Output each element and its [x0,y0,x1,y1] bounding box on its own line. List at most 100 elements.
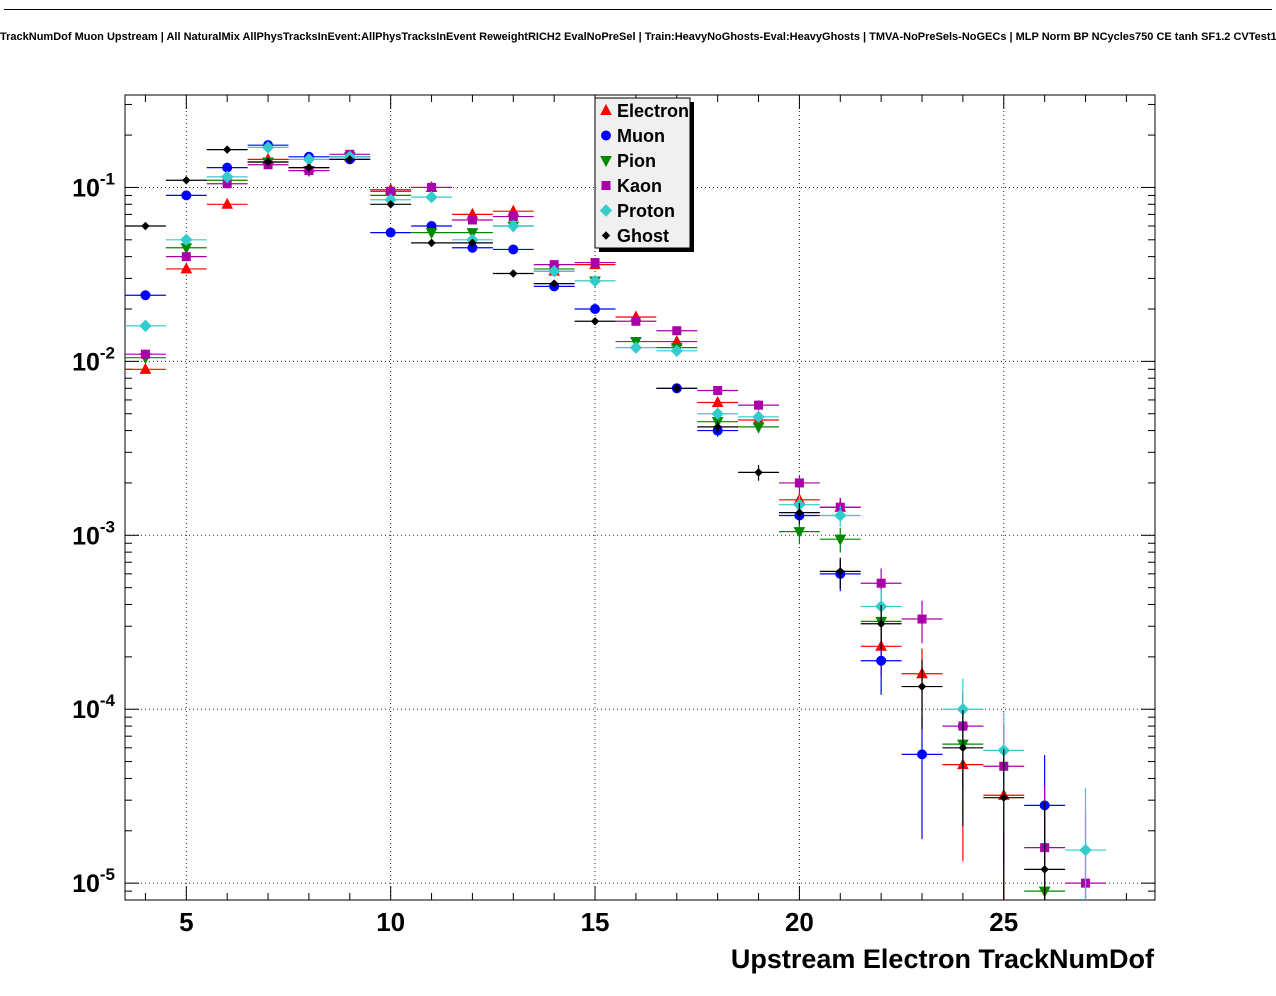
pion-marker-icon [466,228,479,240]
series-ghost [125,145,1066,900]
y-tick-label: 10-5 [72,865,115,898]
kaon-legend-marker-icon [601,181,611,190]
proton-marker-icon [1079,843,1092,857]
series-kaon [125,149,1106,900]
legend-label: Proton [617,201,675,221]
legend-item-pion: Pion [600,151,656,171]
proton-marker-icon [711,407,724,420]
canvas-top-border [4,9,1272,10]
pion-marker-icon [793,527,806,539]
ghost-marker-icon [427,238,436,248]
proton-marker-icon [139,319,152,333]
data-series [125,140,1106,900]
ghost-legend-marker-icon [601,231,611,240]
proton-marker-icon [670,344,683,358]
kaon-marker-icon [631,316,641,326]
muon-marker-icon [508,244,519,255]
x-tick-label: 20 [785,907,814,937]
plot-frame [124,94,1156,901]
proton-marker-icon [629,341,643,354]
muon-marker-icon [140,290,151,301]
legend-box [594,97,691,249]
kaon-marker-icon [713,385,723,395]
kaon-marker-icon [754,400,764,410]
ghost-marker-icon [222,145,232,154]
pion-legend-marker-icon [600,156,612,168]
x-tick-label: 10 [376,907,405,937]
x-tick-label: 5 [179,907,193,937]
electron-legend-marker-icon [600,103,612,115]
plot-title: TrackNumDof Muon Upstream | All NaturalM… [0,31,1276,43]
electron-marker-icon [711,395,724,408]
proton-marker-icon [752,410,765,424]
proton-legend-marker-icon [599,204,613,217]
x-tick-label: 15 [581,907,610,937]
y-tick-label: 10-3 [72,517,115,550]
y-tick-labels: 10-1 10-2 10-3 10-4 10-5 [72,169,115,898]
kaon-marker-icon [181,252,191,262]
ghost-marker-icon [672,384,681,393]
kaon-marker-icon [917,614,927,624]
proton-marker-icon [547,264,561,278]
muon-marker-icon [917,749,928,760]
muon-marker-icon [181,190,192,201]
legend-item-ghost: Ghost [601,226,669,246]
ghost-marker-icon [345,155,355,164]
ghost-marker-icon [836,567,845,576]
muon-marker-icon [590,304,601,315]
pion-marker-icon [834,534,847,546]
legend-label: Electron [617,101,689,121]
proton-marker-icon [180,233,193,247]
axis-ticks [125,95,1155,901]
kaon-marker-icon [508,212,518,222]
y-tick-label: 10-2 [72,343,115,376]
series-proton [125,141,1106,900]
ghost-marker-icon [917,682,927,691]
ghost-marker-icon [549,279,559,288]
pion-marker-icon [425,228,438,240]
muon-marker-icon [876,655,887,666]
legend-item-muon: Muon [601,126,665,146]
electron-marker-icon [221,197,234,209]
legend-label: Kaon [617,176,662,196]
proton-marker-icon [220,170,234,184]
ghost-marker-icon [304,163,314,172]
legend-item-proton: Proton [599,201,675,221]
ghost-marker-icon [958,743,968,753]
ghost-marker-icon [182,176,191,185]
y-tick-label: 10-4 [72,691,115,724]
proton-marker-icon [507,219,520,233]
x-tick-label: 25 [989,907,1018,937]
ghost-marker-icon [1040,865,1049,874]
kaon-marker-icon [876,578,886,588]
kaon-marker-icon [140,349,150,359]
ghost-marker-icon [590,317,600,326]
ghost-marker-icon [999,793,1008,802]
legend-item-kaon: Kaon [601,176,662,196]
ghost-marker-icon [795,508,804,517]
legend-item-electron: Electron [600,101,689,121]
y-tick-label: 10-1 [72,169,115,202]
ghost-marker-icon [263,157,273,167]
ghost-marker-icon [509,269,518,278]
legend-label: Ghost [617,226,669,246]
kaon-marker-icon [427,182,437,192]
x-tick-labels: 5 10 15 20 25 [179,907,1018,937]
ghost-marker-icon [141,221,150,231]
proton-marker-icon [588,274,602,288]
legend-label: Muon [617,126,665,146]
ghost-marker-icon [386,200,395,209]
legend-label: Pion [617,151,656,171]
proton-marker-icon [261,141,275,154]
ghost-marker-icon [468,238,477,248]
kaon-marker-icon [590,258,600,268]
kaon-marker-icon [672,326,682,336]
muon-marker-icon [385,227,396,238]
proton-marker-icon [834,509,847,522]
ghost-marker-icon [713,422,722,432]
proton-marker-icon [425,190,438,204]
ghost-marker-icon [876,619,886,628]
electron-marker-icon [139,362,152,374]
